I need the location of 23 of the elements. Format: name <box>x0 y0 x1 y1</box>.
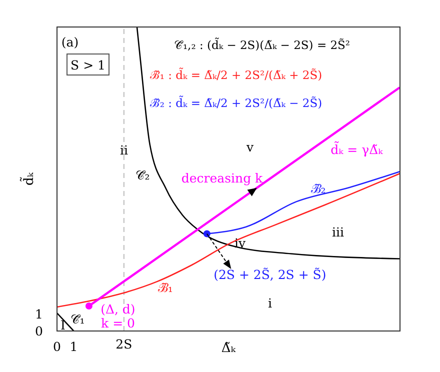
annotation: ℬ̃₁ : d̃ₖ = Δ̃ₖ/2 + 2S²/(Δ̃ₖ + 2S̃) <box>150 68 322 82</box>
line-series <box>136 27 400 260</box>
annotation: v <box>245 139 254 154</box>
series-label: 𝒞̃₁ <box>70 311 85 326</box>
annotation: 𝒞̃₁,₂ : (d̃ₖ − 2S)(Δ̃ₖ − 2S) = 2S̃² <box>174 38 350 52</box>
series-label: ℬ̃₂ <box>310 181 326 196</box>
annotation: decreasing k <box>181 170 264 186</box>
annotation: (a) <box>61 34 79 50</box>
annotation: S > 1 <box>70 57 106 72</box>
annotation: i <box>268 295 272 310</box>
ref-line-label: 2S <box>116 336 132 352</box>
annotation: I <box>60 317 66 332</box>
series-label: ℬ̃₁ <box>158 280 173 295</box>
annotation: k = 0 <box>101 315 136 330</box>
annotation: (2S + 2S̃, 2S + S̃) <box>214 266 326 282</box>
annotation: ℬ̃₂ : d̃ₖ = Δ̃ₖ/2 + 2S²/(Δ̃ₖ − 2S̃) <box>150 96 322 110</box>
series-label: d̃ₖ = γΔ̃ₖ <box>330 141 384 157</box>
x-axis-title: Δ̃ₖ <box>221 341 237 356</box>
y-axis-title: d̃ₖ <box>19 171 37 186</box>
annotation: ii <box>120 142 128 158</box>
annotation: iii <box>332 224 344 240</box>
series-label: 𝒞̃₂ <box>136 168 150 183</box>
series-label: (Δ, d) <box>100 301 136 316</box>
